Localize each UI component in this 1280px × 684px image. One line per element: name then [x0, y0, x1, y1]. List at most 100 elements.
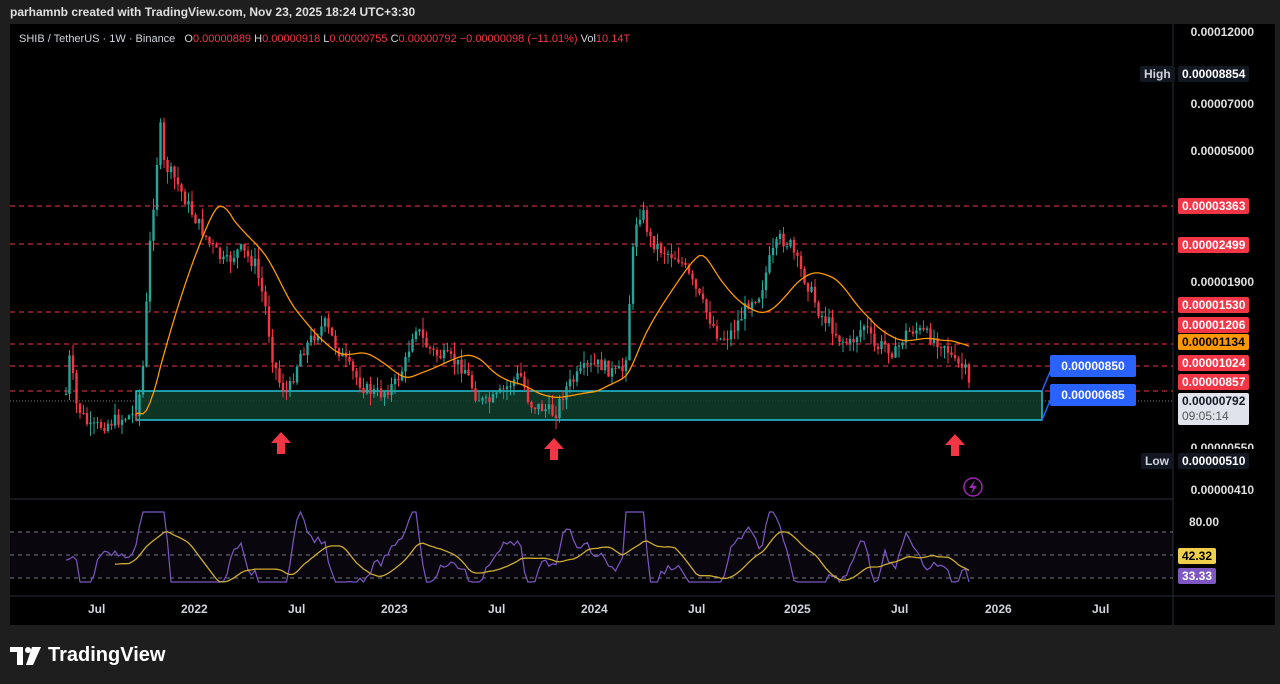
- candle-body: [677, 259, 680, 263]
- last-price-tag: 0.00000792 09:05:14: [1178, 393, 1250, 425]
- candle-body: [250, 256, 253, 267]
- candle-body: [120, 419, 124, 425]
- open-value: 0.00000889: [192, 33, 252, 45]
- chart-area[interactable]: [10, 24, 1275, 625]
- candle-body: [890, 353, 894, 358]
- tradingview-logo-icon: [10, 646, 41, 665]
- symbol-name[interactable]: SHIB / TetherUS · 1W · Binance: [19, 33, 176, 45]
- level-tag-1134: 0.00001134: [1178, 334, 1249, 350]
- candle-body: [155, 164, 159, 210]
- candle-body: [127, 415, 131, 420]
- candle-body: [645, 210, 649, 232]
- candle-body: [705, 299, 708, 313]
- candle-body: [698, 288, 701, 294]
- candle-body: [806, 283, 810, 292]
- candle-body: [421, 329, 425, 338]
- candle-body: [64, 393, 68, 395]
- candle-body: [925, 328, 929, 330]
- candle-body: [694, 279, 698, 289]
- candle-body: [803, 268, 806, 284]
- candle-body: [789, 239, 792, 247]
- candle-body: [712, 323, 715, 327]
- candle-body: [442, 350, 446, 359]
- candle-body: [281, 382, 285, 392]
- candle-body: [439, 355, 442, 359]
- candle-body: [215, 244, 218, 248]
- candle-body: [894, 346, 897, 358]
- candle-body: [362, 387, 365, 394]
- candle-body: [204, 235, 208, 237]
- candle-body: [323, 318, 327, 327]
- candle-body: [960, 363, 964, 368]
- candle-body: [589, 363, 593, 365]
- candle-body: [740, 318, 743, 321]
- candle-body: [176, 177, 180, 185]
- candle-body: [446, 350, 449, 352]
- candle-body: [792, 239, 796, 253]
- level-tag-1206: 0.00001206: [1178, 317, 1250, 333]
- candle-body: [726, 338, 729, 340]
- candle-body: [348, 357, 351, 362]
- candle-body: [71, 355, 75, 374]
- rsi-value-tag: 33.33: [1178, 568, 1217, 584]
- candle-body: [607, 360, 610, 377]
- candle-body: [964, 364, 967, 368]
- level-tag-1024: 0.00001024: [1178, 355, 1250, 371]
- candle-body: [498, 388, 502, 393]
- candle-body: [180, 184, 183, 192]
- candle-body: [631, 246, 635, 304]
- candle-body: [572, 379, 575, 382]
- candle-body: [782, 233, 785, 247]
- price-tick: 0.00005000: [1190, 144, 1254, 158]
- candle-body: [229, 255, 232, 262]
- candle-body: [299, 353, 302, 367]
- candle-body: [509, 385, 512, 387]
- volume-label: Vol: [580, 33, 596, 45]
- candle-body: [152, 209, 155, 241]
- candle-body: [547, 404, 551, 410]
- candle-body: [435, 349, 439, 356]
- candle-body: [708, 312, 712, 324]
- level-tag-857: 0.00000857: [1178, 374, 1250, 390]
- candle-body: [309, 335, 313, 343]
- time-tick: Jul: [891, 602, 909, 616]
- candle-body: [505, 386, 509, 390]
- candle-body: [939, 347, 943, 349]
- candle-body: [918, 327, 922, 331]
- candle-body: [565, 386, 568, 400]
- bar-countdown: 09:05:14: [1182, 409, 1229, 423]
- candle-body: [365, 383, 369, 394]
- price-tick: 0.00012000: [1190, 25, 1254, 39]
- candle-body: [775, 239, 778, 248]
- candle-body: [253, 258, 257, 267]
- candle-body: [628, 303, 631, 361]
- candle-body: [173, 166, 176, 178]
- candle-body: [302, 353, 306, 356]
- candle-body: [428, 347, 432, 349]
- time-tick: 2022: [181, 602, 208, 616]
- price-tick: 0.00000550: [1190, 441, 1254, 449]
- candle-body: [593, 363, 596, 365]
- time-tick: Jul: [688, 602, 706, 616]
- candle-body: [369, 383, 372, 394]
- candle-body: [691, 273, 694, 280]
- candle-body: [197, 218, 201, 224]
- chart-canvas[interactable]: [10, 24, 1275, 625]
- candle-body: [460, 359, 463, 374]
- zone-bottom-badge[interactable]: 0.00000685: [1050, 384, 1136, 406]
- candle-body: [467, 369, 470, 376]
- candle-body: [411, 339, 414, 352]
- high-value: 0.00000918: [262, 33, 321, 45]
- candle-body: [799, 255, 803, 269]
- zone-top-badge[interactable]: 0.00000850: [1050, 355, 1136, 377]
- candle-body: [407, 351, 411, 357]
- candle-body: [292, 381, 295, 383]
- candle-body: [656, 243, 659, 250]
- candle-body: [488, 397, 491, 403]
- candle-body: [743, 303, 747, 319]
- candle-body: [880, 341, 883, 350]
- time-tick: 2023: [381, 602, 408, 616]
- candle-body: [96, 422, 99, 424]
- candle-body: [904, 330, 908, 343]
- candles: [64, 117, 971, 436]
